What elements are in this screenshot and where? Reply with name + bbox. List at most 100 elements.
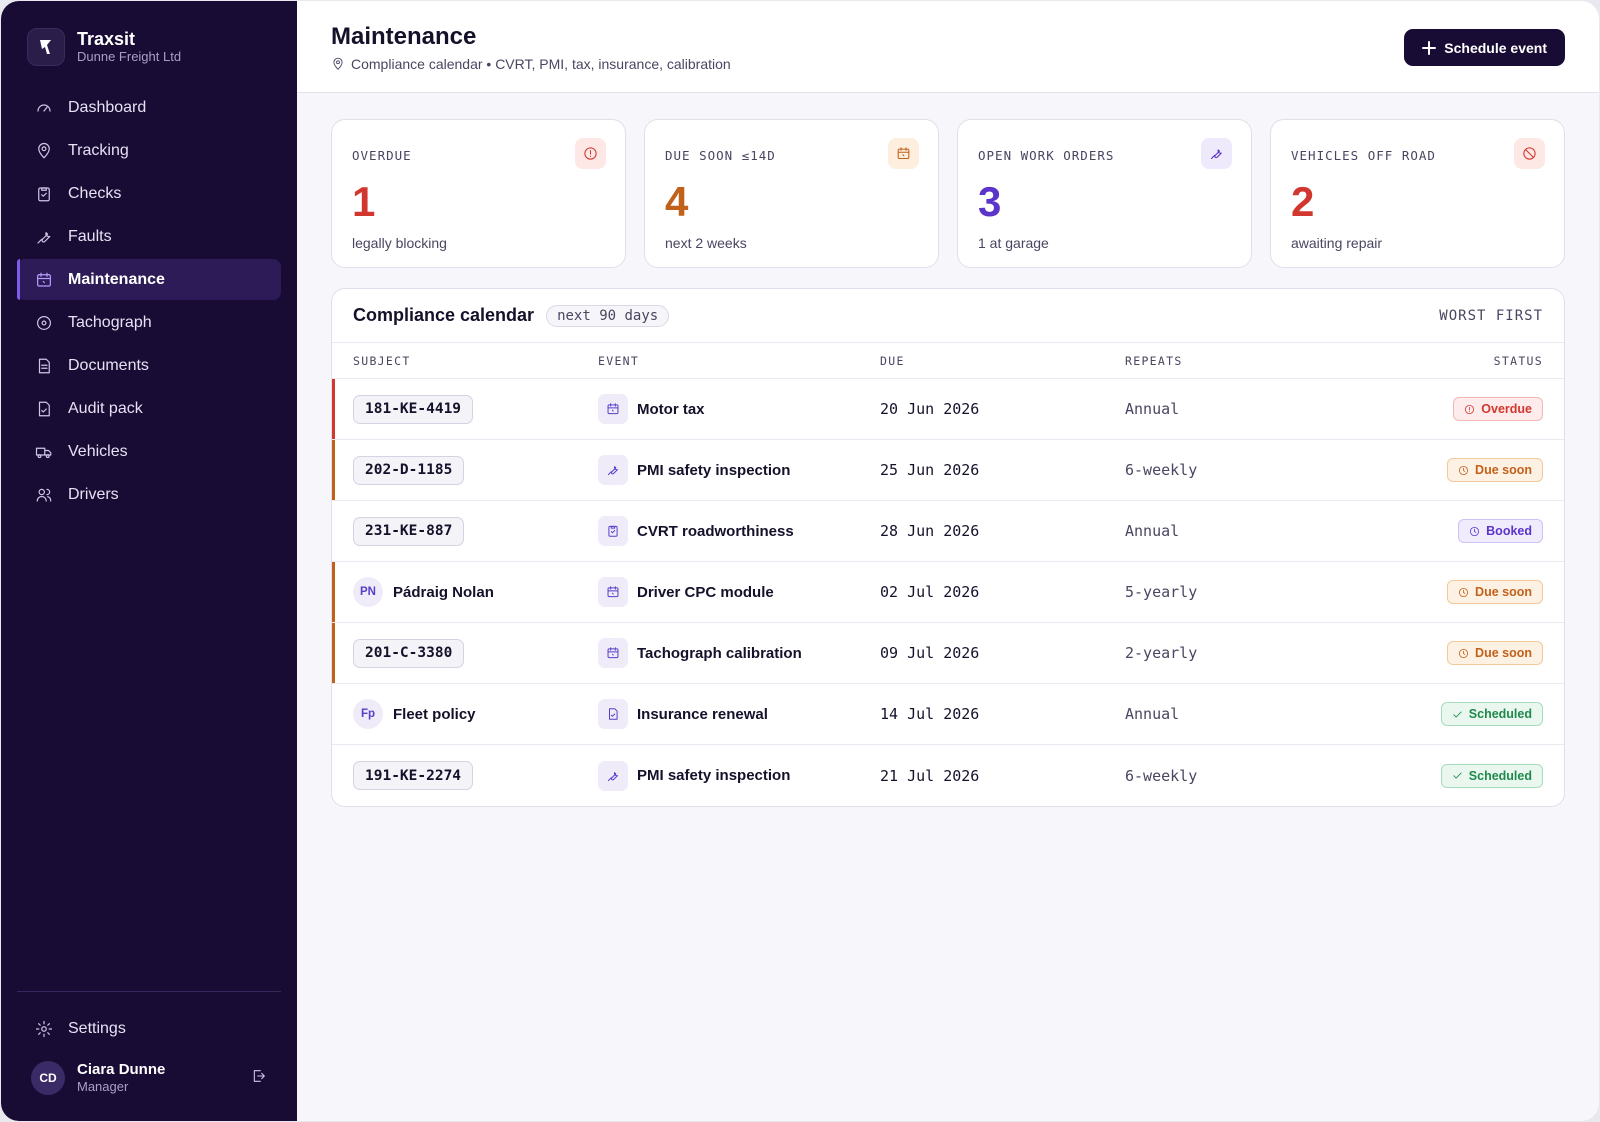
wrench-icon: [37, 231, 51, 244]
kpi-note: next 2 weeks: [665, 235, 747, 251]
sidebar-item-tracking[interactable]: Tracking: [17, 130, 281, 171]
cell-status: Scheduled: [1325, 702, 1543, 726]
sidebar-item-dashboard[interactable]: Dashboard: [17, 87, 281, 128]
sidebar-item-label: Maintenance: [68, 270, 165, 288]
sidebar-item-vehicles[interactable]: Vehicles: [17, 431, 281, 472]
alert-circle-icon: [1465, 404, 1475, 414]
clock-icon: [1470, 526, 1480, 536]
event-icon-badge: [598, 516, 628, 546]
wrench-icon: [1210, 149, 1222, 160]
kpi-value: 2: [1291, 178, 1315, 225]
alert-circle-icon: [584, 147, 597, 160]
range-filter[interactable]: next 90 days: [546, 304, 670, 327]
cell-event: PMI safety inspection: [598, 455, 880, 485]
sidebar-item-faults[interactable]: Faults: [17, 216, 281, 257]
check-icon: [1453, 711, 1462, 717]
kpi-icon-badge: [888, 138, 919, 169]
kpi-card-due-soon-d[interactable]: DUE SOON ≤14D 4 next 2 weeks: [644, 119, 939, 268]
subject-person[interactable]: Fp Fleet policy: [353, 699, 598, 729]
sidebar-item-drivers[interactable]: Drivers: [17, 474, 281, 515]
clock-icon: [1459, 465, 1469, 475]
event-icon-badge: [598, 760, 628, 791]
page-subtitle: Compliance calendar • CVRT, PMI, tax, in…: [331, 56, 731, 72]
event-name: Motor tax: [637, 400, 705, 418]
cell-subject: 181-KE-4419: [353, 394, 598, 424]
sidebar-item-audit-pack[interactable]: Audit pack: [17, 388, 281, 429]
sort-toggle[interactable]: WORST FIRST: [1439, 307, 1543, 324]
kpi-card-overdue[interactable]: OVERDUE 1 legally blocking: [331, 119, 626, 268]
priority-stripe: [332, 562, 335, 622]
user-profile[interactable]: CD Ciara Dunne Manager: [17, 1049, 281, 1095]
main-content: Maintenance Compliance calendar • CVRT, …: [297, 1, 1599, 1121]
status-badge[interactable]: Booked: [1458, 519, 1543, 543]
sidebar-item-tachograph[interactable]: Tachograph: [17, 302, 281, 343]
status-label: Overdue: [1481, 402, 1532, 416]
file-check-icon: [609, 708, 618, 720]
priority-stripe: [332, 379, 335, 439]
column-header-due[interactable]: DUE: [880, 353, 905, 368]
cell-due-date: 28 Jun 2026: [880, 522, 980, 540]
vehicle-plate[interactable]: 201-C-3380: [353, 638, 465, 668]
sidebar-item-label: Checks: [68, 184, 122, 202]
logout-button[interactable]: [251, 1068, 267, 1089]
vehicle-plate[interactable]: 231-KE-887: [353, 516, 465, 546]
file-check-icon: [38, 401, 50, 416]
schedule-event-label: Schedule event: [1444, 39, 1547, 56]
status-badge[interactable]: Due soon: [1447, 641, 1543, 665]
table-row[interactable]: 201-C-3380 Tachograph calibration 09 Jul 2…: [332, 623, 1564, 684]
event-name: PMI safety inspection: [637, 767, 791, 784]
panel-title: Compliance calendar: [353, 305, 535, 325]
cell-subject: 201-C-3380: [353, 638, 598, 668]
vehicle-plate[interactable]: 202-D-1185: [353, 455, 465, 485]
status-badge[interactable]: Overdue: [1453, 397, 1543, 421]
vehicle-plate[interactable]: 191-KE-2274: [353, 761, 474, 790]
status-label: Due soon: [1475, 646, 1532, 660]
traxsit-logo-icon: [27, 28, 65, 66]
kpi-card-vehicles-off-road[interactable]: VEHICLES OFF ROAD 2 awaiting repair: [1270, 119, 1565, 268]
sidebar-item-maintenance[interactable]: Maintenance: [17, 259, 281, 300]
column-header-event[interactable]: EVENT: [598, 353, 640, 368]
sidebar-item-checks[interactable]: Checks: [17, 173, 281, 214]
schedule-event-button[interactable]: Schedule event: [1404, 29, 1565, 66]
cell-repeats: 6-weekly: [1125, 766, 1198, 785]
kpi-label: DUE SOON ≤14D: [665, 148, 776, 163]
table-row[interactable]: 231-KE-887 CVRT roadworthiness 28 Jun 2026…: [332, 501, 1564, 562]
table-row[interactable]: 191-KE-2274 PMI safety inspection 21 Jul 2…: [332, 745, 1564, 806]
subject-person[interactable]: PN Pádraig Nolan: [353, 577, 598, 607]
status-badge[interactable]: Due soon: [1447, 458, 1543, 482]
cell-due-date: 02 Jul 2026: [880, 583, 980, 601]
column-header-repeats[interactable]: REPEATS: [1125, 353, 1183, 368]
check-icon: [1453, 772, 1462, 779]
event-name: Driver CPC module: [637, 583, 774, 601]
table-row[interactable]: PN Pádraig Nolan Driver CPC module 02 Jul 2…: [332, 562, 1564, 623]
subject-name: Fleet policy: [393, 705, 476, 723]
column-header-subject[interactable]: SUBJECT: [353, 353, 411, 368]
table-row[interactable]: Fp Fleet policy Insurance renewal 14 Jul 20…: [332, 684, 1564, 745]
column-header-status[interactable]: STATUS: [1493, 353, 1543, 368]
sidebar-footer: Settings CD Ciara Dunne Manager: [17, 991, 281, 1095]
sidebar-item-settings[interactable]: Settings: [17, 1008, 281, 1049]
cell-repeats: Annual: [1125, 400, 1180, 418]
sidebar-item-documents[interactable]: Documents: [17, 345, 281, 386]
status-badge[interactable]: Scheduled: [1440, 702, 1543, 726]
status-badge[interactable]: Due soon: [1447, 580, 1543, 604]
map-pin-icon: [38, 142, 50, 158]
kpi-card-open-work-orders[interactable]: OPEN WORK ORDERS 3 1 at garage: [957, 119, 1252, 268]
kpi-note: awaiting repair: [1291, 235, 1383, 251]
page-header: Maintenance Compliance calendar • CVRT, …: [297, 1, 1599, 93]
cell-event: Motor tax: [598, 394, 880, 424]
cell-repeats: Annual: [1125, 522, 1180, 540]
cell-repeats: 2-yearly: [1125, 644, 1198, 662]
brand[interactable]: Traxsit Dunne Freight Ltd: [17, 27, 281, 67]
table-row[interactable]: 202-D-1185 PMI safety inspection 25 Jun 20…: [332, 440, 1564, 501]
wrench-icon: [607, 466, 618, 476]
table-row[interactable]: 181-KE-4419 Motor tax 20 Jun 2026 Annual Ove…: [332, 379, 1564, 440]
plus-icon: [1422, 40, 1437, 55]
vehicle-plate[interactable]: 181-KE-4419: [353, 394, 474, 424]
content-area: OVERDUE 1 legally blocking DUE SOON ≤14D 4 ne…: [297, 93, 1599, 807]
cell-event: PMI safety inspection: [598, 760, 880, 791]
table-header: SUBJECT EVENT DUE REPEATS STATUS: [332, 343, 1564, 379]
cell-event: Driver CPC module: [598, 577, 880, 607]
gauge-icon: [37, 103, 51, 112]
status-badge[interactable]: Scheduled: [1440, 763, 1543, 788]
